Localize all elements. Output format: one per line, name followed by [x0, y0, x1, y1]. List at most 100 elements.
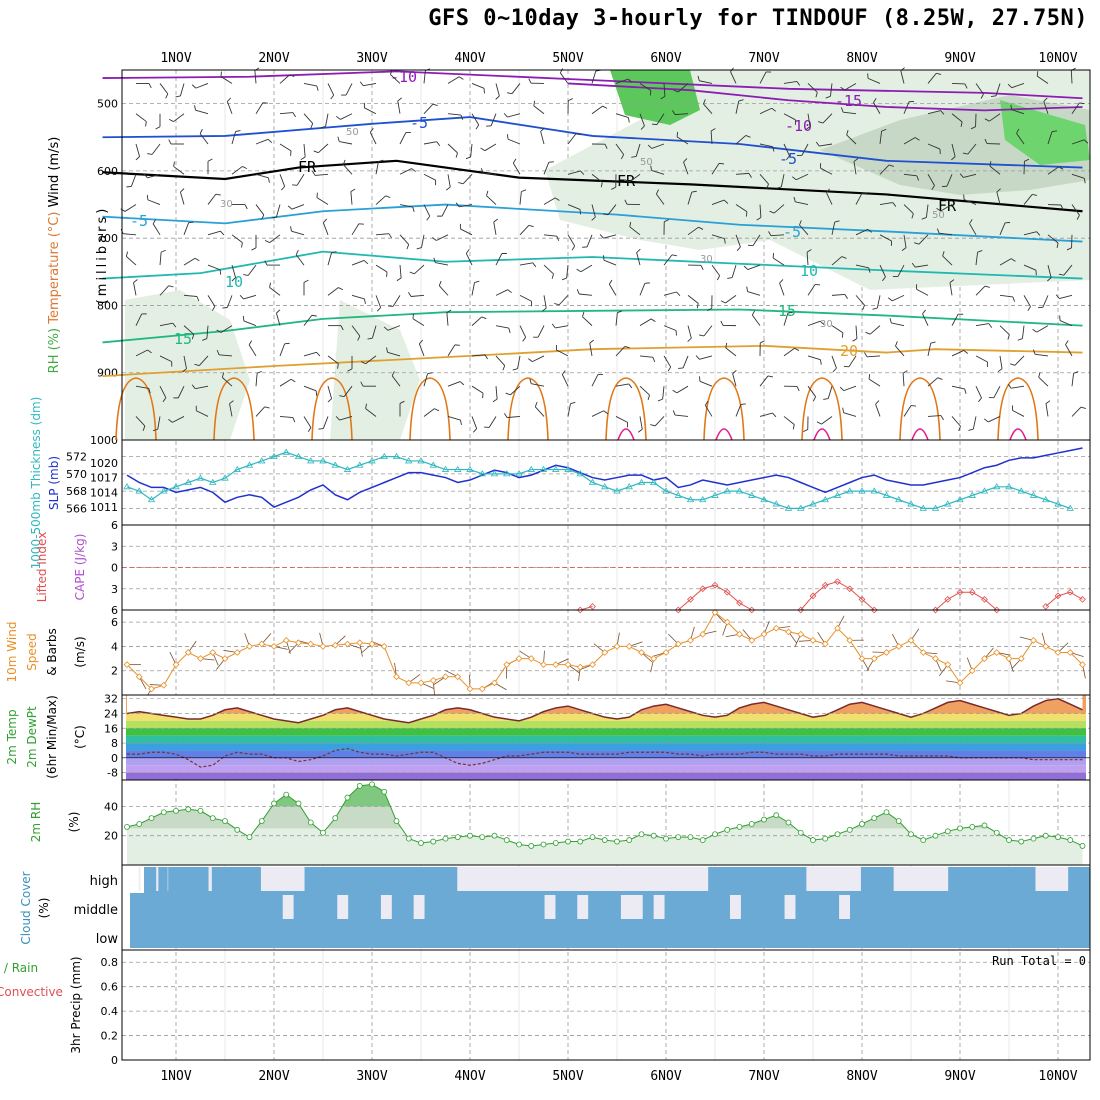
thickness-marker: [405, 457, 413, 464]
wind-barb: [831, 222, 836, 235]
wind-barb: [1012, 409, 1025, 417]
cloud-ylabel: Cloud Cover: [19, 871, 33, 944]
wind10-marker: [466, 685, 474, 693]
wind10-marker: [319, 643, 327, 650]
wind-barb: [783, 347, 795, 357]
wind-barb-flag: [135, 156, 140, 161]
precip-total-label: Total / Rain: [0, 961, 38, 975]
wind-barb: [531, 383, 545, 387]
wind-barb-flag: [970, 126, 976, 130]
wind-barb-flag: [637, 428, 643, 433]
wind-barb-flag: [815, 141, 820, 147]
temperature-ylabel-text: (6hr Min/Max): [45, 695, 59, 779]
wind-barb: [231, 234, 243, 244]
wind-barb: [519, 262, 533, 266]
wind-barb: [903, 137, 916, 145]
rh2m-marker: [320, 829, 326, 836]
wind-barb: [759, 143, 773, 148]
wind-barb-flag: [736, 246, 741, 251]
wind-barb-flag: [687, 337, 692, 342]
wind-barb: [490, 113, 497, 126]
wind-barb: [399, 168, 412, 175]
wind-barb-flag: [142, 425, 146, 431]
thickness-tick-label: 568: [66, 485, 87, 498]
wind-barb-flag: [495, 95, 500, 100]
temperature-contour--5: [102, 116, 1083, 169]
wind-barb-flag: [743, 265, 749, 270]
wind-barb-flag: [603, 213, 609, 216]
rh2m-marker: [944, 828, 951, 835]
wind10-marker: [527, 655, 535, 662]
wind-barb-flag: [507, 289, 512, 294]
wind-barb: [325, 113, 329, 127]
wind-barb: [703, 103, 713, 115]
wind10-marker: [148, 685, 155, 693]
wind-barb-flag: [486, 190, 489, 196]
wind10-marker: [662, 649, 670, 656]
wind-barb-flag: [888, 164, 894, 167]
thickness-marker: [429, 461, 437, 468]
wind-barb: [1011, 109, 1025, 115]
wind-barb: [157, 416, 161, 430]
temperature-tick-label: 0: [111, 752, 118, 765]
wind-barb-flag: [841, 256, 847, 259]
wind-barb: [423, 173, 436, 181]
thickness-marker: [821, 495, 829, 503]
wind-barb: [940, 204, 953, 212]
date-label-top: 10NOV: [1038, 51, 1077, 66]
wind10-unit: (m/s): [73, 636, 87, 667]
wind-barb-flag: [318, 428, 324, 430]
wind-barb: [951, 143, 956, 157]
rh2m-tick-label: 20: [104, 830, 118, 843]
wind-barb: [364, 107, 377, 115]
wind-barb-flag: [427, 372, 433, 375]
wind10-marker: [809, 636, 817, 644]
rh2m-marker: [908, 831, 914, 838]
wind-barb-flag: [480, 168, 484, 174]
wind-barb: [255, 138, 269, 145]
wind-barb-flag: [843, 365, 849, 368]
wind-barb: [255, 102, 264, 114]
wind10-marker: [564, 661, 572, 669]
cloud-unit: (%): [37, 898, 51, 919]
wind-barb: [441, 204, 449, 217]
wind-barb-flag: [698, 226, 704, 230]
contour-label: 10: [225, 273, 243, 291]
wind-barb: [517, 355, 521, 369]
wind-barb-flag: [216, 349, 220, 355]
wind-barb: [900, 70, 905, 84]
wind-barb: [207, 193, 217, 205]
wind-barb-flag: [340, 325, 344, 331]
wind10-marker: [772, 624, 780, 632]
wind-barb-flag: [951, 156, 956, 161]
wind-barb: [855, 228, 868, 236]
wind-barb: [676, 136, 689, 145]
wind-barb: [735, 172, 749, 175]
lifted-index-marker: [968, 588, 976, 596]
wind-barb-flag: [315, 390, 318, 396]
rh2m-marker: [344, 794, 351, 801]
wind-barb-flag: [769, 210, 775, 214]
rh2m-marker: [724, 826, 731, 833]
rh2m-marker: [969, 823, 976, 830]
wind-barb-flag: [360, 381, 364, 387]
wind-barb: [773, 204, 785, 214]
wind-barb: [1038, 376, 1049, 387]
wind10-marker: [968, 667, 976, 675]
wind-barb-flag: [936, 72, 942, 75]
wind-barb: [322, 222, 329, 235]
wind-barb: [152, 223, 161, 236]
wind-barb-flag: [512, 158, 517, 164]
wind-barb: [195, 385, 209, 390]
wind-barb-flag: [805, 126, 811, 130]
wind-barb: [922, 313, 929, 326]
cloud-middle-gap: [282, 895, 294, 919]
wind-barb-flag: [172, 322, 177, 328]
stability-tick-label: 6: [111, 519, 118, 532]
wind-barb-flag: [199, 128, 203, 134]
wind-barb: [807, 113, 811, 127]
wind-barb-flag: [825, 95, 831, 99]
contour-label: 20: [840, 342, 858, 360]
wind-barb-flag: [792, 176, 797, 181]
wind-barb: [903, 234, 907, 248]
